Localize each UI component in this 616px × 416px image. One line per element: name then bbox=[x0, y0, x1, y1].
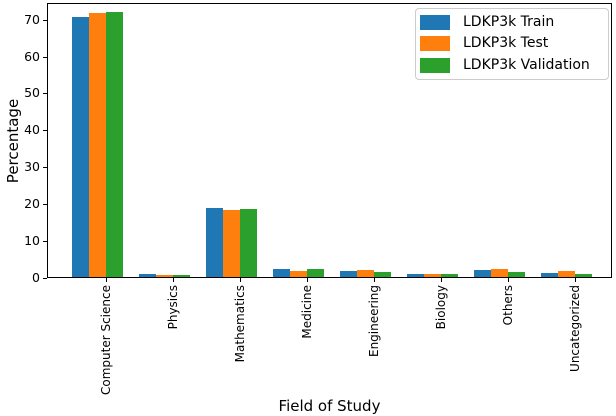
bar bbox=[223, 210, 240, 278]
y-tick-mark bbox=[43, 278, 47, 279]
y-tick-mark bbox=[43, 56, 47, 58]
bar bbox=[541, 272, 558, 278]
x-tick-mark bbox=[240, 278, 241, 282]
bar bbox=[474, 269, 491, 278]
x-tick-mark bbox=[374, 278, 375, 282]
bar bbox=[558, 270, 575, 278]
bar bbox=[72, 17, 89, 278]
bar bbox=[441, 274, 458, 278]
bar bbox=[206, 207, 223, 278]
y-tick-label: 0 bbox=[32, 270, 40, 285]
bar bbox=[491, 269, 508, 278]
y-tick-mark bbox=[43, 93, 47, 95]
x-tick-label: Others bbox=[501, 285, 515, 326]
y-tick-label: 10 bbox=[24, 233, 40, 249]
x-tick-mark bbox=[508, 278, 509, 282]
y-tick-mark bbox=[43, 130, 47, 132]
x-tick-label: Physics bbox=[166, 285, 180, 330]
x-tick-mark bbox=[106, 278, 107, 282]
legend-swatch bbox=[420, 15, 450, 31]
y-tick-mark bbox=[43, 19, 47, 21]
bar bbox=[139, 273, 156, 278]
y-tick-mark bbox=[43, 167, 47, 169]
legend: LDKP3k Train LDKP3k Test LDKP3k Validation bbox=[415, 8, 609, 80]
bar bbox=[357, 269, 374, 278]
x-axis-label: Field of Study bbox=[278, 397, 381, 415]
bar bbox=[575, 273, 592, 278]
bar bbox=[307, 268, 324, 278]
bar bbox=[106, 12, 123, 278]
y-tick-label: 60 bbox=[24, 48, 40, 64]
y-tick-label: 40 bbox=[24, 122, 40, 138]
bar bbox=[290, 270, 307, 278]
y-tick-label: 70 bbox=[24, 11, 40, 27]
y-axis-label: Percentage bbox=[4, 98, 22, 183]
legend-swatch bbox=[420, 57, 450, 73]
legend-label: LDKP3k Test bbox=[463, 35, 549, 52]
legend-swatch bbox=[420, 36, 450, 52]
x-tick-mark bbox=[441, 278, 442, 282]
y-tick-label: 30 bbox=[24, 159, 40, 175]
bar bbox=[374, 271, 391, 278]
x-tick-mark bbox=[173, 278, 174, 282]
y-tick-mark bbox=[43, 241, 47, 243]
bar bbox=[89, 13, 106, 278]
x-tick-label: Computer Science bbox=[99, 285, 113, 395]
bar bbox=[273, 269, 290, 278]
x-tick-label: Uncategorized bbox=[568, 285, 582, 372]
legend-item: LDKP3k Train bbox=[420, 14, 602, 31]
bar bbox=[508, 272, 525, 278]
x-tick-label: Mathematics bbox=[233, 285, 247, 363]
bar bbox=[424, 273, 441, 278]
y-tick-label: 50 bbox=[24, 85, 40, 101]
bar bbox=[156, 275, 173, 278]
legend-label: LDKP3k Validation bbox=[463, 56, 590, 73]
legend-item: LDKP3k Validation bbox=[420, 57, 602, 74]
x-tick-mark bbox=[307, 278, 308, 282]
bar bbox=[173, 275, 190, 278]
x-tick-label: Medicine bbox=[300, 285, 314, 339]
y-tick-mark bbox=[43, 204, 47, 206]
legend-item: LDKP3k Test bbox=[420, 35, 602, 52]
bar bbox=[407, 273, 424, 278]
bar bbox=[340, 271, 357, 278]
x-tick-label: Engineering bbox=[367, 285, 381, 357]
x-tick-mark bbox=[575, 278, 576, 282]
legend-label: LDKP3k Train bbox=[463, 14, 555, 31]
bar bbox=[240, 208, 257, 278]
x-tick-label: Biology bbox=[434, 285, 448, 330]
y-tick-label: 20 bbox=[24, 196, 40, 212]
